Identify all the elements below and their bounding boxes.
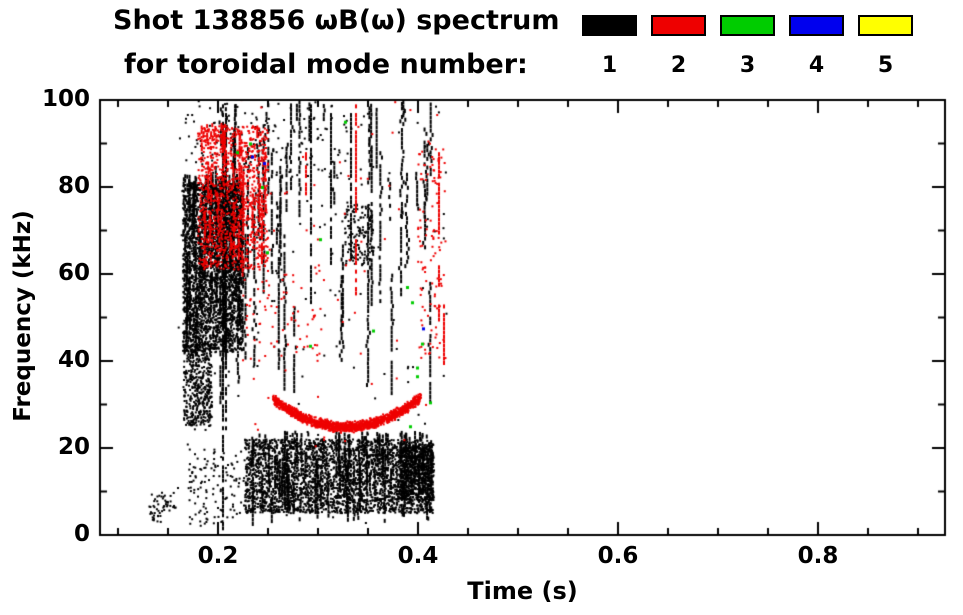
legend-label: 1 bbox=[601, 53, 618, 78]
legend-label: 2 bbox=[670, 53, 687, 78]
y-tick-label: 40 bbox=[57, 347, 90, 373]
legend-swatch bbox=[720, 15, 775, 36]
y-tick-label: 100 bbox=[41, 86, 90, 112]
legend-swatch bbox=[651, 15, 706, 36]
chart-title-line1: Shot 138856 ωB(ω) spectrum bbox=[113, 5, 560, 36]
x-axis-title: Time (s) bbox=[467, 577, 578, 605]
x-tick-label: 0.8 bbox=[797, 543, 839, 569]
legend-label: 4 bbox=[808, 53, 825, 78]
legend-swatch bbox=[582, 15, 637, 36]
legend-label: 5 bbox=[877, 53, 894, 78]
legend-item-mode-2: 2 bbox=[651, 15, 706, 78]
y-tick-label: 60 bbox=[57, 260, 90, 286]
x-tick-label: 0.4 bbox=[397, 543, 439, 569]
legend-swatch bbox=[858, 15, 913, 36]
chart-title-line2: for toroidal mode number: bbox=[124, 49, 528, 80]
y-axis-title: Frequency (kHz) bbox=[10, 210, 36, 422]
legend-item-mode-1: 1 bbox=[582, 15, 637, 78]
y-tick-label: 20 bbox=[57, 434, 90, 460]
x-tick-label: 0.6 bbox=[597, 543, 639, 569]
x-tick-label: 0.2 bbox=[197, 543, 239, 569]
legend-label: 3 bbox=[739, 53, 756, 78]
y-tick-label: 0 bbox=[73, 521, 90, 547]
y-tick-label: 80 bbox=[57, 173, 90, 199]
legend-item-mode-3: 3 bbox=[720, 15, 775, 78]
legend-swatch bbox=[789, 15, 844, 36]
mode-legend: 1 2 3 4 5 bbox=[582, 15, 913, 78]
legend-item-mode-5: 5 bbox=[858, 15, 913, 78]
legend-item-mode-4: 4 bbox=[789, 15, 844, 78]
